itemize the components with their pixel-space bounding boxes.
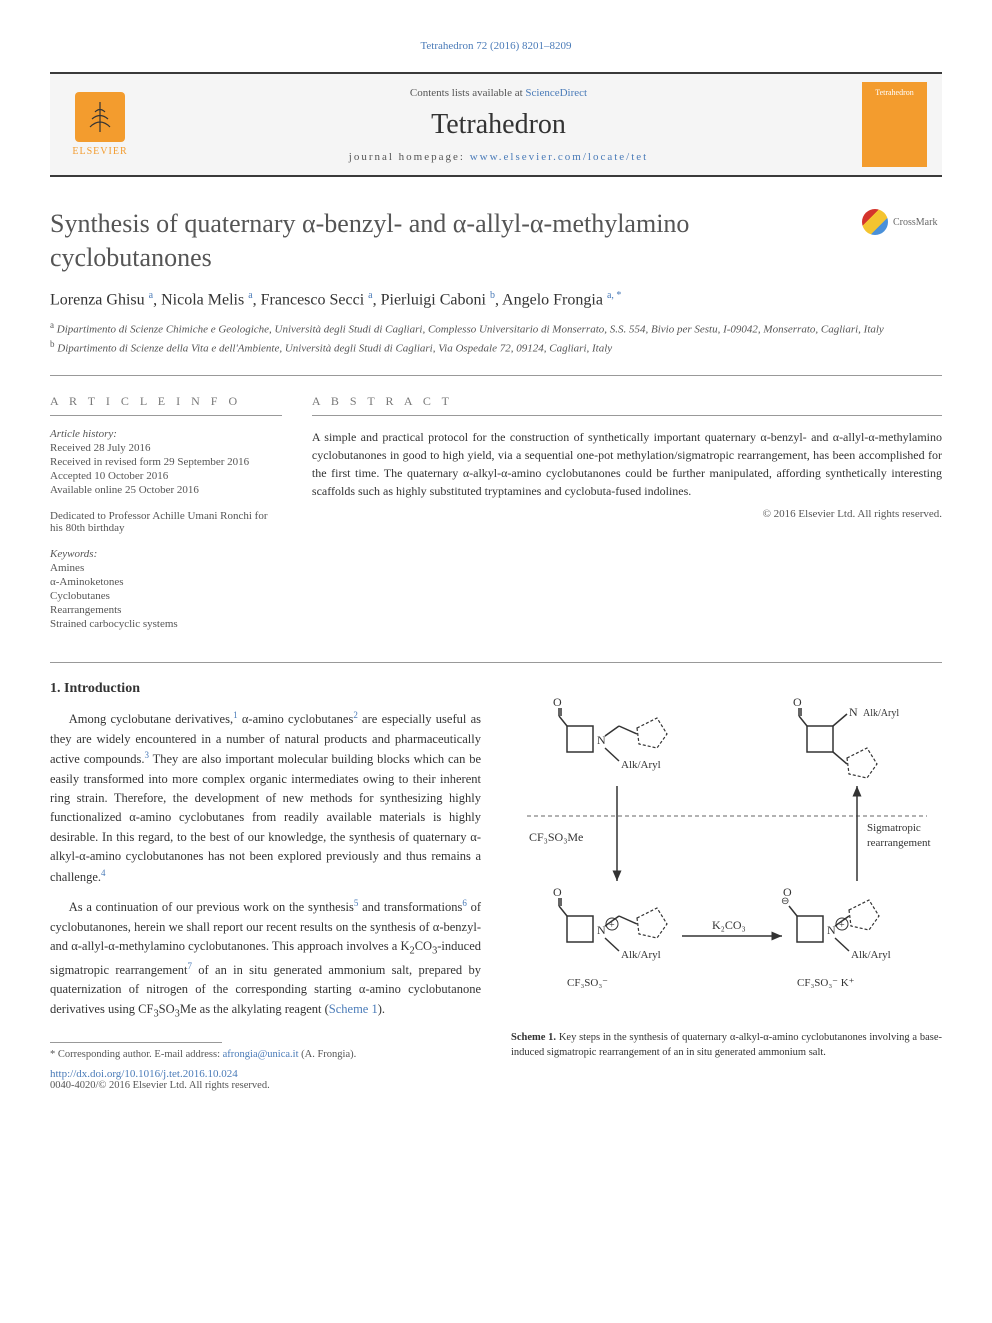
keywords-label: Keywords:: [50, 548, 282, 560]
svg-text:rearrangement: rearrangement: [867, 837, 931, 849]
section-heading-introduction: 1. Introduction: [50, 681, 481, 697]
elsevier-tree-icon: [75, 92, 125, 142]
svg-text:Sigmatropic: Sigmatropic: [867, 822, 921, 834]
scheme-1-caption: Scheme 1. Key steps in the synthesis of …: [511, 1031, 942, 1060]
author-email-link[interactable]: afrongia@unica.it: [223, 1049, 299, 1060]
keyword-item: Cyclobutanes: [50, 590, 282, 602]
authors-list: Lorenza Ghisu a, Nicola Melis a, Frances…: [50, 290, 942, 309]
crossmark-icon: [862, 209, 888, 235]
keyword-item: Strained carbocyclic systems: [50, 618, 282, 630]
crossmark-badge[interactable]: CrossMark: [862, 207, 942, 237]
footnote-divider: [50, 1042, 222, 1043]
intro-paragraph-1: Among cyclobutane derivatives,1 α-amino …: [50, 709, 481, 887]
svg-text:CF₃SO₃⁻ K⁺: CF₃SO₃⁻ K⁺: [797, 977, 855, 989]
sciencedirect-link[interactable]: ScienceDirect: [525, 87, 587, 99]
top-citation: Tetrahedron 72 (2016) 8201–8209: [50, 40, 942, 52]
history-item: Accepted 10 October 2016: [50, 470, 282, 482]
svg-text:CF₃SO₃Me: CF₃SO₃Me: [529, 830, 583, 844]
history-label: Article history:: [50, 428, 282, 440]
contents-available: Contents lists available at ScienceDirec…: [135, 87, 862, 99]
svg-text:O: O: [793, 695, 802, 709]
keyword-item: Amines: [50, 562, 282, 574]
svg-text:Alk/Aryl: Alk/Aryl: [851, 949, 891, 961]
footnote-marker: *: [50, 1049, 55, 1060]
dedication: Dedicated to Professor Achille Umani Ron…: [50, 510, 282, 534]
article-info-heading: A R T I C L E I N F O: [50, 394, 282, 416]
svg-text:Alk/Aryl: Alk/Aryl: [621, 949, 661, 961]
abstract-copyright: © 2016 Elsevier Ltd. All rights reserved…: [312, 508, 942, 520]
affiliations: a Dipartimento di Scienze Chimiche e Geo…: [50, 319, 942, 357]
svg-text:O: O: [783, 885, 792, 899]
footnote-text: Corresponding author. E-mail address:: [58, 1049, 223, 1060]
homepage-link[interactable]: www.elsevier.com/locate/tet: [470, 151, 649, 163]
svg-text:N: N: [597, 923, 606, 937]
svg-text:O: O: [553, 885, 562, 899]
intro-paragraph-2: As a continuation of our previous work o…: [50, 897, 481, 1022]
svg-text:N: N: [849, 705, 858, 719]
article-title: Synthesis of quaternary α-benzyl- and α-…: [50, 207, 842, 275]
svg-text:Alk/Aryl: Alk/Aryl: [621, 759, 661, 771]
svg-text:CF₃SO₃⁻: CF₃SO₃⁻: [567, 977, 608, 989]
affiliation-item: a Dipartimento di Scienze Chimiche e Geo…: [50, 319, 942, 338]
homepage-prefix: journal homepage:: [349, 151, 470, 163]
keyword-item: α-Aminoketones: [50, 576, 282, 588]
svg-text:N: N: [597, 733, 606, 747]
abstract-column: A B S T R A C T A simple and practical p…: [312, 394, 942, 632]
footnote-author: (A. Frongia).: [299, 1049, 357, 1060]
doi-link[interactable]: http://dx.doi.org/10.1016/j.tet.2016.10.…: [50, 1068, 481, 1080]
svg-text:N: N: [827, 923, 836, 937]
svg-text:K₂CO₃: K₂CO₃: [712, 918, 746, 932]
cover-title: Tetrahedron: [875, 88, 914, 97]
keyword-item: Rearrangements: [50, 604, 282, 616]
journal-homepage: journal homepage: www.elsevier.com/locat…: [135, 151, 862, 163]
journal-header: ELSEVIER Contents lists available at Sci…: [50, 72, 942, 177]
publisher-logo[interactable]: ELSEVIER: [65, 85, 135, 165]
right-column: O N Alk/Aryl O N Alk/Ary: [511, 681, 942, 1091]
crossmark-label: CrossMark: [893, 217, 937, 228]
history-item: Received 28 July 2016: [50, 442, 282, 454]
left-column: 1. Introduction Among cyclobutane deriva…: [50, 681, 481, 1091]
scheme-caption-text: Key steps in the synthesis of quaternary…: [511, 1032, 942, 1058]
affiliation-item: b Dipartimento di Scienze della Vita e d…: [50, 338, 942, 357]
scheme-caption-label: Scheme 1.: [511, 1032, 556, 1043]
svg-text:O: O: [553, 695, 562, 709]
journal-name: Tetrahedron: [135, 109, 862, 141]
history-item: Available online 25 October 2016: [50, 484, 282, 496]
abstract-heading: A B S T R A C T: [312, 394, 942, 416]
journal-cover-thumbnail[interactable]: Tetrahedron: [862, 82, 927, 167]
corresponding-author-footnote: * Corresponding author. E-mail address: …: [50, 1049, 481, 1060]
bottom-copyright: 0040-4020/© 2016 Elsevier Ltd. All right…: [50, 1080, 481, 1091]
abstract-text: A simple and practical protocol for the …: [312, 428, 942, 500]
svg-text:Alk/Aryl: Alk/Aryl: [863, 708, 899, 719]
scheme-1-figure: O N Alk/Aryl O N Alk/Ary: [511, 681, 942, 1021]
divider: [50, 662, 942, 663]
contents-prefix: Contents lists available at: [410, 87, 525, 99]
history-item: Received in revised form 29 September 20…: [50, 456, 282, 468]
elsevier-label: ELSEVIER: [72, 146, 127, 157]
divider: [50, 375, 942, 376]
article-info-sidebar: A R T I C L E I N F O Article history: R…: [50, 394, 282, 632]
